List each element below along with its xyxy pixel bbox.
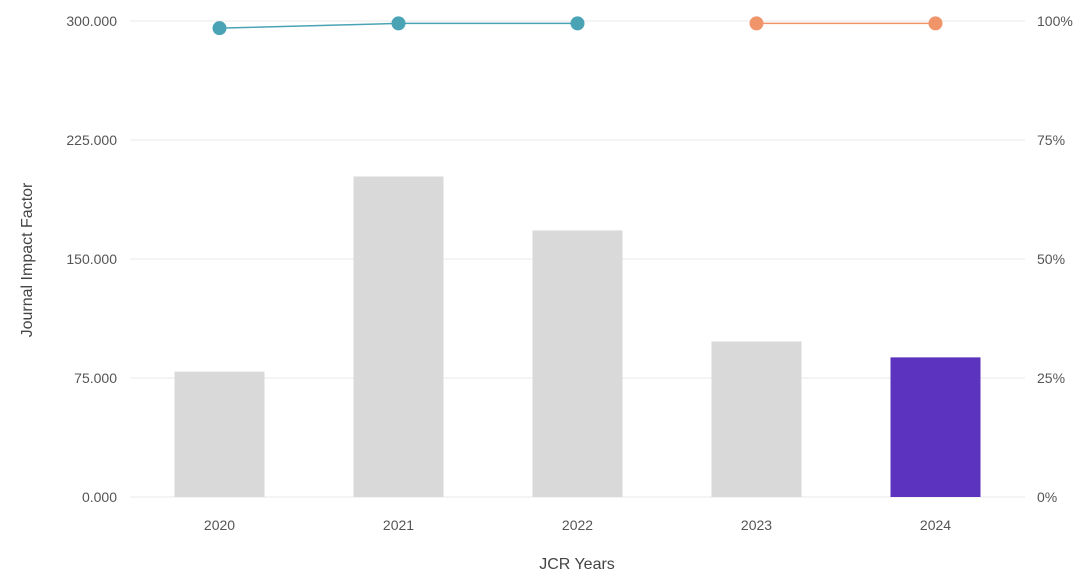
bar[interactable]	[353, 176, 444, 497]
left-tick-label: 75.000	[74, 370, 117, 386]
left-tick-label: 0.000	[82, 489, 117, 505]
line-point[interactable]	[749, 16, 764, 31]
right-tick-label: 50%	[1037, 251, 1065, 267]
right-tick-label: 25%	[1037, 370, 1065, 386]
bar[interactable]	[174, 371, 265, 497]
x-tick-label: 2024	[920, 517, 951, 533]
x-axis-title: JCR Years	[539, 556, 615, 573]
line-point[interactable]	[928, 16, 943, 31]
bar[interactable]	[711, 341, 802, 497]
right-axis-ticks: 0% 25% 50% 75% 100%	[1037, 13, 1073, 505]
x-tick-label: 2020	[204, 517, 235, 533]
left-tick-label: 225.000	[66, 132, 117, 148]
right-tick-label: 75%	[1037, 132, 1065, 148]
left-tick-label: 300.000	[66, 13, 117, 29]
x-axis-ticks: 2020 2021 2022 2023 2024	[204, 517, 951, 533]
lines-layer	[212, 16, 943, 36]
right-tick-label: 100%	[1037, 13, 1073, 29]
bars-layer	[174, 176, 981, 497]
line-point[interactable]	[570, 16, 585, 31]
right-tick-label: 0%	[1037, 489, 1057, 505]
y-axis-title: Journal Impact Factor	[19, 182, 36, 337]
line-point[interactable]	[212, 21, 227, 36]
bar[interactable]	[890, 357, 981, 497]
x-tick-label: 2022	[562, 517, 593, 533]
line-point[interactable]	[391, 16, 406, 31]
x-tick-label: 2021	[383, 517, 414, 533]
left-tick-label: 150.000	[66, 251, 117, 267]
x-tick-label: 2023	[741, 517, 772, 533]
left-axis-ticks: 0.000 75.000 150.000 225.000 300.000	[66, 13, 117, 505]
bar[interactable]	[532, 230, 623, 497]
